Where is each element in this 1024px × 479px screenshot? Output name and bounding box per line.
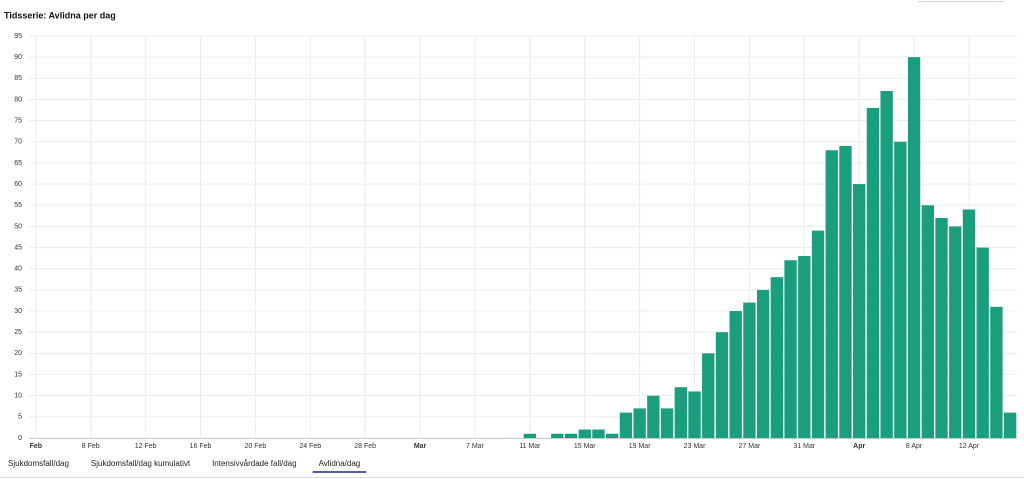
- y-tick-label: 35: [14, 287, 22, 294]
- x-tick-label: Feb: [30, 443, 42, 450]
- bar: [523, 433, 537, 438]
- y-tick-label: 25: [14, 329, 22, 336]
- x-tick-label: 20 Feb: [245, 443, 267, 450]
- bar: [907, 57, 921, 438]
- bar: [1003, 412, 1017, 438]
- x-tick-label: 28 Feb: [354, 443, 376, 450]
- y-tick-label: 95: [14, 33, 22, 40]
- x-tick-label: 12 Feb: [135, 443, 157, 450]
- y-tick-label: 65: [14, 160, 22, 167]
- y-tick-label: 15: [14, 371, 22, 378]
- bar: [770, 277, 784, 438]
- tab[interactable]: Sjukdomsfall/dag: [8, 459, 69, 468]
- x-tick-label: 16 Feb: [190, 443, 212, 450]
- bar: [866, 107, 880, 439]
- bar: [853, 184, 866, 438]
- bar: [880, 91, 893, 438]
- bar: [935, 217, 948, 438]
- bar: [962, 209, 976, 438]
- bar: [990, 306, 1003, 438]
- bar: [825, 150, 838, 438]
- y-tick-label: 0: [18, 435, 22, 442]
- x-tick-label: 31 Mar: [793, 443, 815, 450]
- bar: [729, 311, 742, 438]
- x-tick-label: 24 Feb: [299, 443, 321, 450]
- x-tick-label: 23 Mar: [684, 443, 706, 450]
- y-tick-label: 90: [14, 54, 22, 61]
- y-tick-label: 50: [14, 223, 22, 230]
- bar: [564, 433, 578, 438]
- bar: [921, 205, 934, 438]
- x-tick-label: 8 Apr: [906, 443, 923, 450]
- y-tick-label: 10: [14, 393, 22, 400]
- bar: [660, 408, 674, 438]
- y-tick-label: 30: [14, 308, 22, 315]
- bar: [894, 141, 907, 438]
- x-tick-label: 15 Mar: [574, 443, 596, 450]
- bar: [592, 429, 605, 438]
- bar: [976, 247, 989, 438]
- y-tick-label: 20: [14, 350, 22, 357]
- y-tick-label: 55: [14, 202, 22, 209]
- x-tick-label: 8 Feb: [82, 443, 100, 450]
- bar: [647, 395, 660, 438]
- x-tick-label: 7 Mar: [466, 443, 485, 450]
- chart-title: Tidsserie: Avlidna per dag: [4, 10, 116, 20]
- bar: [551, 433, 564, 438]
- bar: [702, 353, 715, 438]
- y-tick-label: 75: [14, 117, 22, 124]
- y-tick-label: 60: [14, 181, 22, 188]
- x-tick-label: 11 Mar: [519, 443, 541, 450]
- bar: [715, 332, 729, 438]
- x-tick-label: 12 Apr: [959, 443, 980, 450]
- bar: [949, 226, 962, 438]
- tab[interactable]: Intensivvårdade fall/dag: [212, 459, 297, 468]
- bar: [839, 146, 852, 438]
- bar: [619, 412, 633, 438]
- bar: [688, 391, 701, 438]
- bar: [784, 260, 797, 438]
- bar: [811, 230, 825, 438]
- x-tick-label: Mar: [414, 443, 427, 450]
- x-tick-label: 19 Mar: [629, 443, 651, 450]
- y-tick-label: 70: [14, 139, 22, 146]
- x-tick-label: Apr: [853, 443, 865, 450]
- y-tick-label: 45: [14, 244, 22, 251]
- bar: [606, 433, 619, 438]
- bar: [756, 289, 770, 438]
- y-tick-label: 5: [18, 414, 22, 421]
- bar: [633, 408, 646, 438]
- x-tick-label: 27 Mar: [739, 443, 761, 450]
- y-tick-label: 80: [14, 96, 22, 103]
- bar: [798, 256, 811, 438]
- bar: [674, 387, 687, 438]
- tab[interactable]: Sjukdomsfall/dag kumulativt: [91, 459, 191, 468]
- y-tick-label: 85: [14, 75, 22, 82]
- tab[interactable]: Avlidna/dag: [319, 459, 361, 468]
- y-tick-label: 40: [14, 266, 22, 273]
- bar: [578, 429, 591, 438]
- bar: [743, 302, 756, 438]
